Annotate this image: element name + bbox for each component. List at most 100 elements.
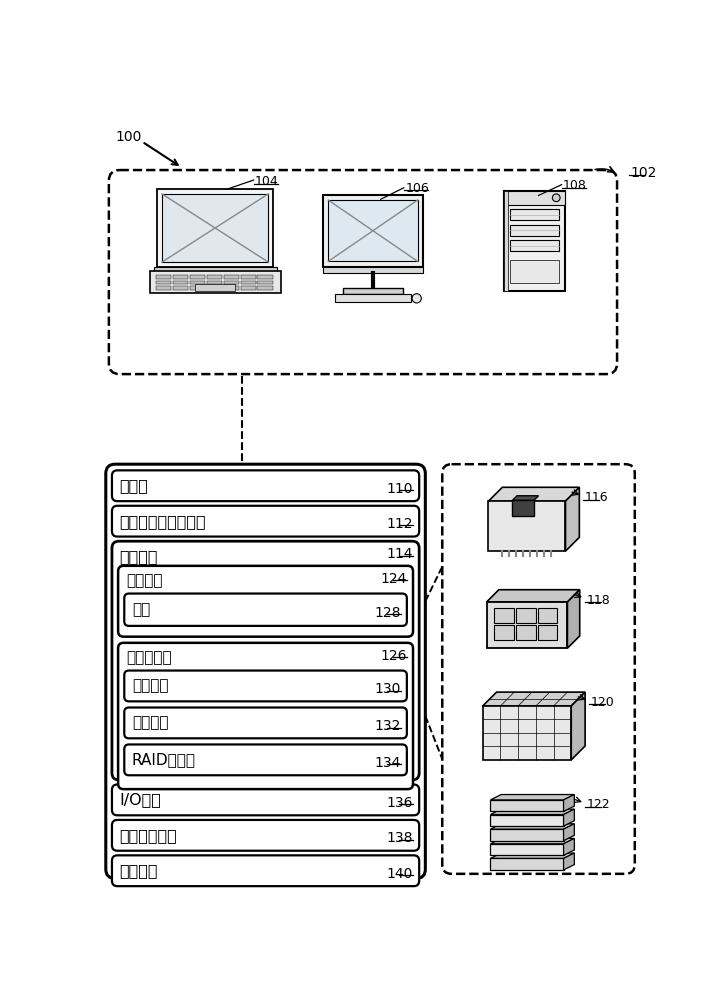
Bar: [257, 281, 273, 284]
Bar: [516, 625, 536, 640]
Bar: [343, 288, 403, 294]
Bar: [538, 625, 557, 640]
Text: 106: 106: [405, 182, 429, 195]
Bar: [323, 267, 423, 273]
Bar: [335, 294, 410, 302]
Bar: [173, 281, 188, 284]
Bar: [504, 191, 565, 291]
Polygon shape: [490, 853, 575, 858]
Text: 140: 140: [386, 867, 413, 881]
Bar: [495, 608, 514, 623]
FancyBboxPatch shape: [112, 855, 419, 886]
Polygon shape: [567, 590, 580, 648]
Bar: [156, 275, 172, 279]
Bar: [510, 260, 559, 283]
Polygon shape: [490, 809, 575, 815]
Text: I/O端口: I/O端口: [120, 792, 162, 807]
Polygon shape: [489, 487, 580, 501]
Text: 存储系统: 存储系统: [120, 549, 158, 564]
Text: 处理器: 处理器: [120, 478, 149, 493]
Bar: [190, 275, 205, 279]
Polygon shape: [564, 824, 575, 841]
Text: 108: 108: [563, 179, 587, 192]
Bar: [157, 189, 273, 267]
Bar: [207, 281, 222, 284]
Text: 数据接口: 数据接口: [120, 863, 158, 878]
Polygon shape: [490, 844, 564, 855]
Text: 128: 128: [374, 606, 401, 620]
Text: 计算机可读存储介质: 计算机可读存储介质: [120, 514, 206, 529]
Text: 122: 122: [587, 798, 611, 811]
Text: 116: 116: [585, 491, 609, 504]
FancyBboxPatch shape: [109, 170, 617, 374]
Bar: [323, 195, 423, 267]
FancyBboxPatch shape: [112, 470, 419, 501]
FancyBboxPatch shape: [112, 541, 419, 780]
Polygon shape: [571, 692, 585, 760]
Text: 图形处理单元: 图形处理单元: [120, 828, 177, 843]
Text: 138: 138: [386, 831, 413, 845]
Text: 124: 124: [381, 572, 407, 586]
Polygon shape: [513, 496, 539, 500]
Polygon shape: [487, 590, 580, 602]
Bar: [510, 209, 559, 220]
Polygon shape: [564, 795, 575, 811]
FancyBboxPatch shape: [124, 744, 407, 775]
FancyBboxPatch shape: [112, 820, 419, 851]
FancyBboxPatch shape: [124, 671, 407, 701]
Polygon shape: [482, 706, 571, 760]
Polygon shape: [513, 500, 534, 516]
Polygon shape: [490, 800, 564, 811]
Text: 136: 136: [386, 796, 413, 810]
Text: 写管理器: 写管理器: [132, 678, 169, 693]
Bar: [156, 286, 172, 290]
Text: 102: 102: [631, 166, 658, 180]
Bar: [190, 281, 205, 284]
Bar: [150, 271, 280, 293]
Text: 存储介质: 存储介质: [125, 574, 162, 589]
Bar: [495, 625, 514, 640]
Polygon shape: [490, 815, 564, 826]
FancyBboxPatch shape: [118, 643, 413, 789]
Bar: [173, 275, 188, 279]
FancyBboxPatch shape: [112, 785, 419, 815]
Polygon shape: [565, 487, 580, 551]
Bar: [162, 194, 268, 262]
Text: 134: 134: [374, 756, 401, 770]
Text: 110: 110: [386, 482, 413, 496]
Polygon shape: [489, 501, 565, 551]
Bar: [538, 608, 557, 623]
Polygon shape: [490, 795, 575, 800]
Bar: [241, 281, 256, 284]
Bar: [190, 286, 205, 290]
Text: 114: 114: [386, 547, 413, 561]
Text: 130: 130: [374, 682, 401, 696]
Bar: [195, 284, 235, 291]
Text: 120: 120: [591, 696, 614, 709]
Text: 132: 132: [374, 719, 401, 733]
Bar: [241, 286, 256, 290]
FancyBboxPatch shape: [124, 708, 407, 738]
Bar: [241, 275, 256, 279]
Bar: [257, 275, 273, 279]
Bar: [257, 286, 273, 290]
Bar: [224, 275, 239, 279]
Text: 存储控制器: 存储控制器: [125, 651, 172, 666]
Bar: [487, 602, 567, 648]
Text: 126: 126: [381, 649, 407, 663]
Text: 118: 118: [587, 594, 611, 607]
Bar: [504, 191, 565, 205]
Circle shape: [552, 194, 560, 202]
Bar: [224, 281, 239, 284]
FancyBboxPatch shape: [124, 594, 407, 626]
Bar: [207, 286, 222, 290]
Polygon shape: [564, 809, 575, 826]
Bar: [516, 608, 536, 623]
Circle shape: [412, 294, 421, 303]
Text: 112: 112: [386, 517, 413, 531]
Bar: [504, 191, 508, 291]
FancyBboxPatch shape: [106, 464, 425, 878]
Polygon shape: [490, 829, 564, 841]
Polygon shape: [490, 858, 564, 870]
Bar: [328, 200, 417, 261]
